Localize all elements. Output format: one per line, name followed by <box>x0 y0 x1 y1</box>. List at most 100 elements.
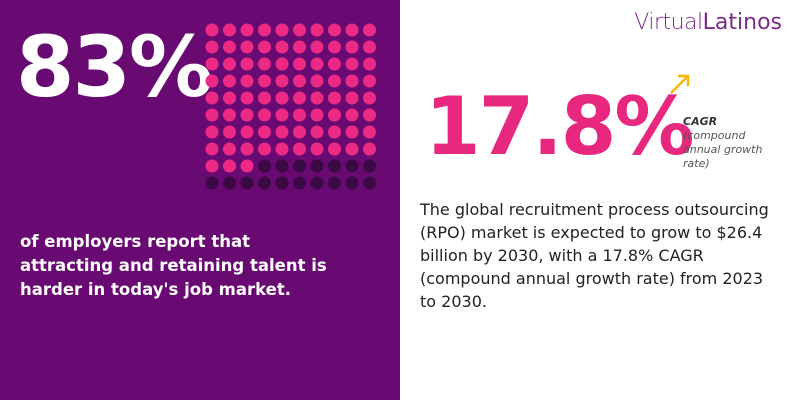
left-panel: 83% of employers report that attracting … <box>0 0 400 400</box>
dot <box>275 142 289 156</box>
dot <box>310 40 324 54</box>
dot <box>205 108 219 122</box>
dot-grid <box>205 23 376 190</box>
dot <box>275 176 289 190</box>
dot <box>240 176 254 190</box>
dot <box>205 57 219 71</box>
up-arrow <box>670 74 690 94</box>
dot <box>345 125 359 139</box>
dot <box>328 91 341 105</box>
dot <box>275 23 289 37</box>
dot <box>328 40 341 54</box>
dot <box>275 57 289 71</box>
dot <box>240 142 254 156</box>
cagr-desc: (compound annual growth rate) <box>683 129 763 170</box>
dot <box>345 40 359 54</box>
dot <box>240 40 254 54</box>
dot <box>223 142 236 156</box>
dot <box>223 40 236 54</box>
dot <box>328 57 341 71</box>
dot <box>310 142 324 156</box>
dot <box>240 159 254 173</box>
stat-178: 17.8% <box>425 80 695 173</box>
dot <box>363 40 376 54</box>
dot <box>345 74 359 88</box>
dot <box>293 108 306 122</box>
dot <box>205 176 219 190</box>
dot <box>240 23 254 37</box>
dot <box>205 23 219 37</box>
dot <box>293 74 306 88</box>
dot <box>223 125 236 139</box>
dot <box>293 23 306 37</box>
dot <box>345 57 359 71</box>
dot <box>275 108 289 122</box>
dot <box>345 142 359 156</box>
dot <box>363 74 376 88</box>
dot <box>328 142 341 156</box>
dot <box>328 74 341 88</box>
dot <box>205 91 219 105</box>
dot <box>345 23 359 37</box>
dot <box>310 57 324 71</box>
cagr-label: CAGR <box>683 115 718 128</box>
dot <box>293 40 306 54</box>
dot <box>310 159 324 173</box>
dot <box>293 125 306 139</box>
dot <box>275 74 289 88</box>
dot <box>223 23 236 37</box>
dot <box>205 159 219 173</box>
dot <box>310 91 324 105</box>
dot <box>328 23 341 37</box>
dot <box>363 57 376 71</box>
dot <box>363 125 376 139</box>
dot <box>258 74 271 88</box>
dot <box>205 40 219 54</box>
dot <box>258 159 271 173</box>
dot <box>345 91 359 105</box>
dot <box>205 125 219 139</box>
dot <box>275 40 289 54</box>
dot <box>345 159 359 173</box>
dot <box>293 176 306 190</box>
dot <box>363 23 376 37</box>
dot <box>258 142 271 156</box>
right-text: The global recruitment process outsourci… <box>420 200 769 311</box>
logo: VirtualLatinos <box>634 10 782 35</box>
dot <box>223 57 236 71</box>
dot <box>258 91 271 105</box>
dot <box>293 91 306 105</box>
dot <box>363 108 376 122</box>
dot <box>310 23 324 37</box>
dot <box>310 125 324 139</box>
dot <box>310 176 324 190</box>
dot <box>310 108 324 122</box>
dot <box>258 23 271 37</box>
dot <box>240 108 254 122</box>
dot <box>293 57 306 71</box>
dot <box>345 176 359 190</box>
dot <box>293 159 306 173</box>
dot <box>258 40 271 54</box>
dot <box>240 125 254 139</box>
dot <box>240 91 254 105</box>
dot <box>275 159 289 173</box>
dot <box>363 91 376 105</box>
dot <box>345 108 359 122</box>
dot <box>223 176 236 190</box>
dot <box>275 91 289 105</box>
cagr-note: CAGR (compound annual growth rate) <box>683 115 783 171</box>
dot <box>258 176 271 190</box>
dot <box>328 159 341 173</box>
dot <box>293 142 306 156</box>
logo-part: Virtual <box>634 10 703 35</box>
dot <box>328 125 341 139</box>
dot <box>223 74 236 88</box>
dot <box>328 176 341 190</box>
dot <box>258 108 271 122</box>
stat-83: 83% <box>16 18 213 116</box>
dot <box>258 125 271 139</box>
dot <box>223 159 236 173</box>
dot <box>223 91 236 105</box>
